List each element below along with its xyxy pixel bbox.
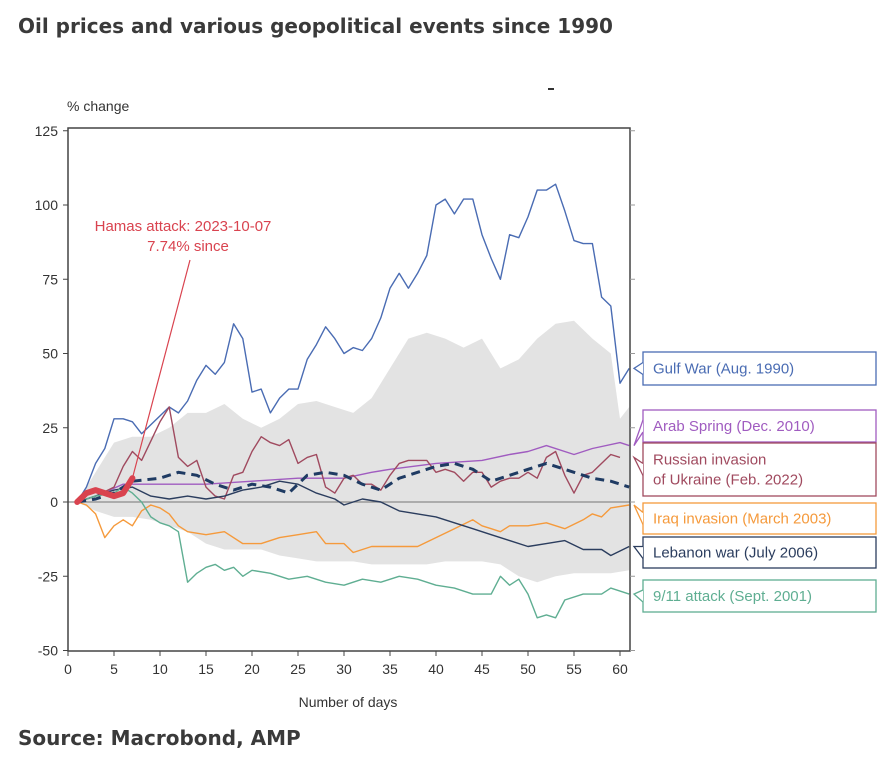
x-tick-label: 40 [428, 661, 444, 677]
label-text: Lebanon war (July 2006) [653, 545, 818, 562]
label-box [642, 351, 877, 386]
label-text: 9/11 attack (Sept. 2001) [653, 588, 812, 605]
annotation-leader [131, 259, 191, 479]
label-pointer [632, 589, 644, 603]
average-line [76, 461, 630, 504]
label-box [642, 502, 877, 535]
x-tick-label: 0 [64, 661, 72, 677]
plot-frame [67, 127, 631, 652]
annotation-line-1: Hamas attack: 2023-10-07 [95, 218, 272, 235]
x-tick-label: 35 [382, 661, 398, 677]
label-pointer [632, 455, 644, 476]
series-label-1: Arab Spring (Dec. 2010) [633, 409, 877, 446]
y-tick-label: -50 [38, 643, 58, 659]
series-label-4: Lebanon war (July 2006) [632, 536, 877, 569]
series-line-5 [76, 486, 630, 619]
label-pointer [632, 361, 644, 376]
x-tick-label: 5 [110, 661, 118, 677]
y-tick-label: 50 [42, 346, 58, 362]
label-text: Gulf War (Aug. 1990) [653, 361, 794, 378]
series-line-1 [76, 441, 630, 503]
y-axis-label: % change [67, 98, 129, 114]
y-tick-label: 100 [35, 197, 59, 213]
series-line-3 [76, 501, 630, 554]
annotation-line-2: 7.74% since [147, 238, 229, 255]
range-band [77, 320, 630, 583]
x-tick-label: 20 [244, 661, 260, 677]
y-tick-label: 0 [50, 494, 58, 510]
series-labels: Gulf War (Aug. 1990) Arab Spring (Dec. 20… [632, 351, 877, 613]
series-label-5: 9/11 attack (Sept. 2001) [632, 579, 877, 613]
label-pointer [632, 545, 644, 559]
chart-title: Oil prices and various geopolitical even… [18, 14, 613, 38]
x-tick-label: 50 [520, 661, 536, 677]
label-pointer [633, 419, 644, 446]
series-label-3: Iraq invasion (March 2003) [633, 502, 877, 535]
label-text: Iraq invasion (March 2003) [653, 511, 831, 528]
series-line-4 [76, 480, 630, 557]
hamas-annotation: Hamas attack: 2023-10-07 7.74% since [95, 218, 272, 255]
label-text: Arab Spring (Dec. 2010) [653, 418, 815, 435]
label-box [642, 579, 877, 613]
label-pointer [633, 504, 644, 525]
y-tick-label: 125 [35, 123, 59, 139]
x-tick-label: 45 [474, 661, 490, 677]
series-label-2: Russian invasion of Ukraine (Feb. 2022) [632, 442, 877, 497]
x-tick-label: 15 [198, 661, 214, 677]
x-axis-label: Number of days [299, 694, 398, 710]
x-tick-label: 25 [290, 661, 306, 677]
x-tick-label: 60 [612, 661, 628, 677]
x-tick-label: 30 [336, 661, 352, 677]
label-text: Russian invasion [653, 452, 766, 469]
hamas-line [74, 475, 136, 505]
y-tick-label: -25 [38, 568, 58, 584]
x-tick-label: 10 [152, 661, 168, 677]
plot-area: 125 100 75 50 25 0 -25 -50 0 5 10 15 20 25 30 35 40 45 50 5… [35, 123, 635, 677]
x-tick-label: 55 [566, 661, 582, 677]
y-tick-label: 75 [42, 271, 58, 287]
label-box [642, 409, 877, 443]
series-label-0: Gulf War (Aug. 1990) [632, 351, 877, 386]
stray-dash-mark [548, 88, 554, 90]
y-tick-label: 25 [42, 420, 58, 436]
source-note: Source: Macrobond, AMP [18, 726, 301, 750]
label-text: of Ukraine (Feb. 2022) [653, 472, 803, 489]
